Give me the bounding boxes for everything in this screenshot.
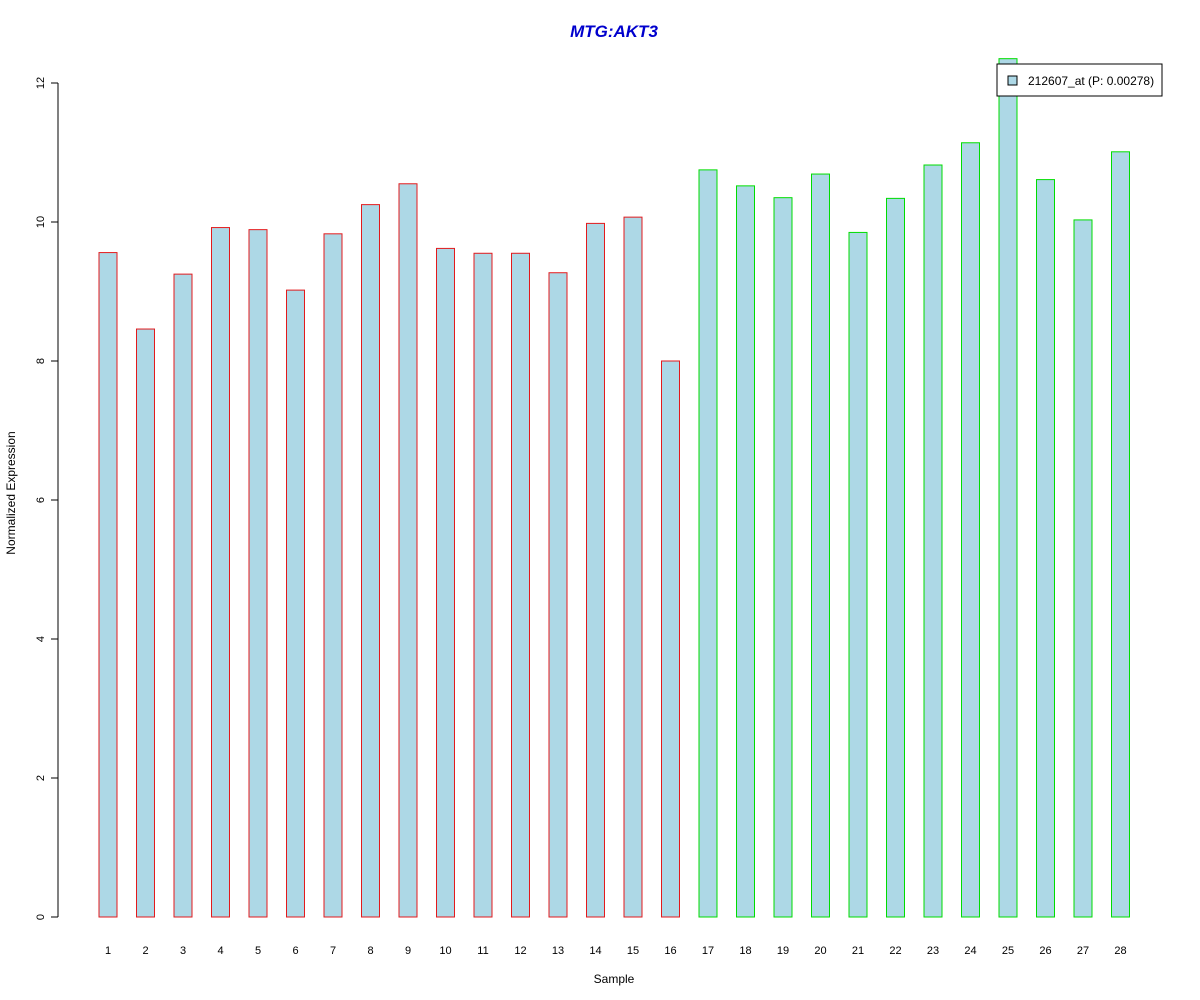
x-tick-label: 15 [627, 945, 639, 957]
x-tick-label: 8 [367, 945, 373, 957]
bar [323, 233, 343, 918]
legend-swatch [1007, 75, 1018, 86]
x-axis-label: Sample [594, 972, 635, 986]
bar [1036, 179, 1055, 918]
x-tick-label: 27 [1077, 945, 1089, 957]
x-tick-label: 2 [142, 945, 148, 957]
bar [773, 197, 793, 918]
bars [98, 58, 1130, 918]
bar [623, 216, 643, 918]
x-tick-label: 6 [292, 945, 298, 957]
x-tick-label: 4 [217, 945, 223, 957]
y-tick-label: 2 [35, 775, 47, 781]
x-tick-label: 18 [739, 945, 751, 957]
bar [511, 252, 530, 918]
y-tick-label: 12 [35, 77, 47, 89]
bar [923, 164, 943, 918]
x-axis-tick-labels: 1 2 3 4 5 6 7 8 9 10 11 12 13 14 15 16 17 18 19 20 21 22 23 24 2… [105, 945, 1127, 957]
y-tick-label: 0 [35, 914, 47, 920]
x-tick-label: 7 [330, 945, 336, 957]
bar [698, 169, 718, 918]
x-tick-label: 24 [964, 945, 976, 957]
bar [248, 229, 268, 918]
bar [211, 227, 230, 918]
x-tick-label: 5 [255, 945, 261, 957]
x-tick-label: 9 [405, 945, 411, 957]
x-tick-label: 1 [105, 945, 111, 957]
bar [811, 173, 830, 918]
x-tick-label: 3 [180, 945, 186, 957]
legend: 212607_at (P: 0.00278) [996, 63, 1163, 97]
bar [586, 222, 605, 918]
bar [1111, 151, 1130, 918]
bar [886, 197, 905, 918]
x-tick-label: 11 [477, 945, 488, 957]
bar [473, 252, 493, 918]
bar [398, 183, 418, 918]
y-tick-label: 10 [35, 216, 47, 228]
bar [548, 272, 568, 918]
bar [998, 58, 1018, 918]
bar [173, 273, 193, 918]
bar [661, 360, 680, 918]
x-tick-label: 14 [589, 945, 601, 957]
y-tick-label: 4 [35, 636, 47, 642]
y-tick-label: 8 [35, 358, 47, 364]
y-axis: 0 2 4 6 8 10 12 [35, 77, 59, 920]
x-tick-label: 28 [1114, 945, 1126, 957]
bar [136, 328, 155, 918]
bar [736, 185, 755, 918]
x-tick-label: 25 [1002, 945, 1014, 957]
x-tick-label: 20 [814, 945, 826, 957]
bar [98, 252, 118, 918]
x-tick-label: 19 [777, 945, 789, 957]
bar [361, 204, 380, 918]
y-axis-label: Normalized Expression [4, 431, 18, 554]
bar [961, 142, 980, 918]
bar [848, 231, 868, 918]
x-tick-label: 23 [927, 945, 939, 957]
x-tick-label: 26 [1039, 945, 1051, 957]
x-tick-label: 17 [702, 945, 714, 957]
x-tick-label: 22 [889, 945, 901, 957]
x-tick-label: 12 [514, 945, 526, 957]
y-tick-label: 6 [35, 497, 47, 503]
bar [436, 247, 455, 918]
x-tick-label: 21 [852, 945, 864, 957]
bar [1073, 219, 1093, 918]
x-tick-label: 13 [552, 945, 564, 957]
legend-entry: 212607_at (P: 0.00278) [1028, 74, 1154, 88]
bar [286, 289, 305, 918]
legend-box [996, 63, 1163, 97]
x-tick-label: 16 [664, 945, 676, 957]
chart-title: MTG:AKT3 [570, 22, 658, 41]
x-tick-label: 10 [439, 945, 451, 957]
